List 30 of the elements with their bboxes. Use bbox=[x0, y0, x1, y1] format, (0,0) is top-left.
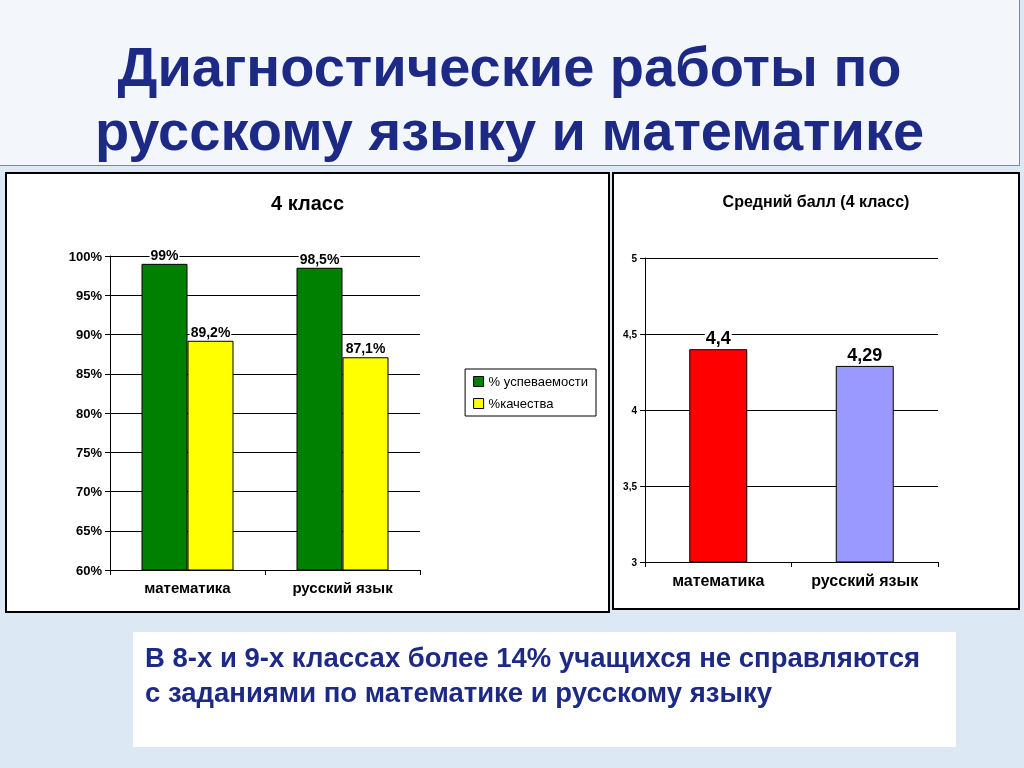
y-tick-label: 100% bbox=[68, 248, 103, 264]
y-tick-label: 5 bbox=[631, 252, 638, 264]
y-tick-label: 4,5 bbox=[623, 328, 638, 340]
y-tick-label: 4 bbox=[631, 404, 638, 416]
y-tick-label: 80% bbox=[75, 405, 103, 421]
y-tick-label: 3,5 bbox=[623, 480, 638, 492]
data-label: 98,5% bbox=[299, 250, 340, 267]
legend-label: %качества bbox=[488, 396, 555, 411]
chart-title: Средний балл (4 класс) bbox=[722, 192, 910, 210]
x-tick-label: математика bbox=[144, 579, 232, 596]
chart-title: 4 класс bbox=[270, 192, 345, 214]
legend-label: % успеваемости bbox=[488, 374, 589, 389]
data-label: 4,29 bbox=[847, 344, 883, 365]
x-tick-label: математика bbox=[672, 571, 765, 589]
y-tick-label: 65% bbox=[75, 523, 103, 539]
text: В 8-х и 9-х классах более 14% учащихся не справляются с заданиями по математике и русскому языку bbox=[145, 641, 922, 710]
text: Диагностические работы по русскому языку и математике bbox=[93, 35, 926, 163]
data-label: 99% bbox=[150, 246, 180, 263]
y-tick-label: 70% bbox=[75, 484, 103, 499]
data-label: 89,2% bbox=[190, 323, 231, 340]
data-label: 4,4 bbox=[705, 328, 731, 349]
y-tick-label: 85% bbox=[75, 366, 103, 382]
y-tick-label: 60% bbox=[75, 562, 103, 578]
y-tick-label: 3 bbox=[631, 556, 638, 568]
y-tick-label: 95% bbox=[75, 287, 103, 303]
x-tick-label: русский язык bbox=[292, 579, 394, 596]
data-label: 87,1% bbox=[345, 340, 386, 357]
y-tick-label: 90% bbox=[75, 327, 103, 342]
x-tick-label: русский язык bbox=[811, 571, 920, 589]
y-tick-label: 75% bbox=[75, 444, 103, 460]
